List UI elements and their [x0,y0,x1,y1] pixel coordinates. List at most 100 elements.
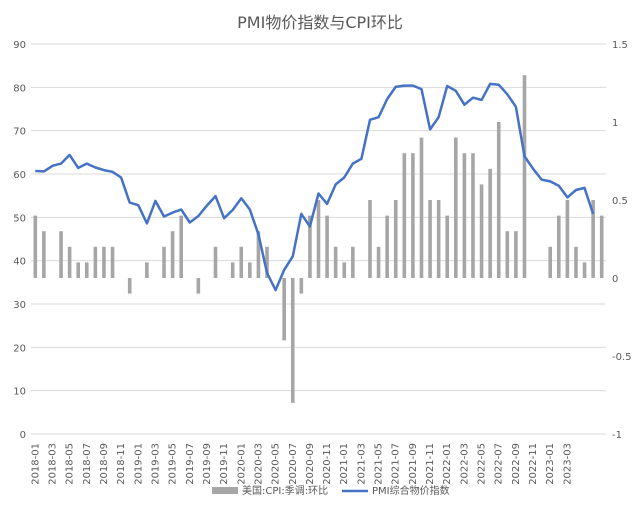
cpi-bar [454,137,458,278]
cpi-bar [239,246,244,278]
cpi-bar [376,246,381,278]
x-tick-label: 2021-11 [425,443,436,485]
y-left-tick-label: 50 [13,213,26,224]
cpi-bar [488,168,492,278]
cpi-bar [213,246,218,278]
x-tick-label: 2023-01 [545,443,556,485]
x-tick-label: 2022-03 [459,443,470,485]
cpi-bar [170,231,175,278]
x-tick-label: 2019-07 [185,443,196,485]
x-tick-label: 2019-01 [133,443,144,485]
cpi-bar [419,137,424,278]
x-tick-label: 2022-11 [528,443,539,485]
y-left-tick-label: 20 [13,343,26,354]
cpi-bar [548,246,553,278]
cpi-bar [59,231,63,278]
x-tick-label: 2019-03 [150,443,161,485]
cpi-bar [179,215,183,278]
cpi-bar [265,246,269,278]
x-tick-label: 2022-01 [442,443,453,485]
x-tick-label: 2019-09 [202,443,213,485]
cpi-bar [67,246,72,278]
x-tick-label: 2021-01 [339,443,350,485]
cpi-bar [325,215,329,278]
x-tick-label: 2018-09 [99,443,110,485]
cpi-bar [110,246,115,278]
cpi-bar [574,246,578,278]
x-tick-label: 2019-05 [168,443,179,485]
cpi-bar [505,231,510,278]
cpi-bar [33,215,38,278]
x-axis-ticks: 2018-01 2018-03 2018-05 2018-07 2018-09 2018-… [30,443,573,485]
cpi-bar [248,262,252,278]
x-tick-label: 2020-11 [322,443,333,485]
y-right-tick-label: 0.5 [612,196,628,207]
cpi-bar [196,278,201,294]
cpi-bar [333,246,338,278]
legend-label-pmi: PMI综合物价指数 [372,484,450,497]
cpi-bar [599,215,604,278]
x-tick-label: 2023-03 [562,443,573,485]
y-left-tick-label: 90 [13,40,26,51]
cpi-bar [436,200,441,278]
x-tick-label: 2022-09 [511,443,522,485]
cpi-bar [282,278,286,341]
cpi-bar [522,75,527,278]
cpi-bar [102,246,106,278]
cpi-bar [428,200,432,278]
x-tick-label: 2018-07 [82,443,93,485]
right-axis-ticks: -1 -0.5 0 0.5 1 1.5 [612,40,632,441]
x-tick-label: 2020-07 [288,443,299,485]
cpi-bar [582,262,587,278]
cpi-bar [127,278,132,294]
left-axis-ticks: 0 10 20 30 40 50 60 70 80 90 [13,40,26,441]
cpi-bar [162,246,166,278]
y-right-tick-label: -0.5 [612,352,632,363]
x-tick-label: 2020-09 [305,443,316,485]
cpi-bar [351,246,355,278]
cpi-bar [230,262,235,278]
cpi-bar [393,200,398,278]
cpi-bar [565,200,570,278]
cpi-bar [42,231,46,278]
cpi-bar [411,153,415,278]
x-tick-label: 2021-03 [356,443,367,485]
cpi-bar [342,262,347,278]
y-left-tick-label: 30 [13,300,26,311]
cpi-bar [299,278,304,294]
x-tick-label: 2020-01 [236,443,247,485]
y-right-tick-label: 1 [612,118,618,129]
x-tick-label: 2018-11 [116,443,127,485]
x-tick-label: 2021-05 [374,443,385,485]
y-right-tick-label: 0 [612,274,618,285]
cpi-bar [290,278,295,403]
cpi-bar [445,215,450,278]
y-left-tick-label: 0 [20,430,26,441]
cpi-bar [462,153,467,278]
cpi-bar [308,215,312,278]
cpi-bar [514,231,518,278]
x-tick-label: 2018-03 [47,443,58,485]
cpi-bar [316,200,321,278]
cpi-bar [402,153,407,278]
cpi-bar [93,246,98,278]
x-tick-label: 2020-03 [253,443,264,485]
x-tick-label: 2020-05 [271,443,282,485]
cpi-bar [496,122,501,278]
pmi-line [35,82,595,292]
cpi-bar [385,215,389,278]
legend: 美国:CPI:季调:环比 PMI综合物价指数 [212,484,450,497]
x-tick-label: 2022-07 [494,443,505,485]
cpi-bar [84,262,89,278]
x-tick-label: 2018-05 [65,443,76,485]
legend-swatch-cpi [212,487,238,494]
y-left-tick-label: 60 [13,170,26,181]
y-left-tick-label: 10 [13,387,26,398]
line-series [35,82,595,292]
cpi-bar [591,200,595,278]
x-tick-label: 2021-09 [408,443,419,485]
x-tick-label: 2021-07 [391,443,402,485]
x-tick-label: 2019-11 [219,443,230,485]
cpi-bar [145,262,149,278]
